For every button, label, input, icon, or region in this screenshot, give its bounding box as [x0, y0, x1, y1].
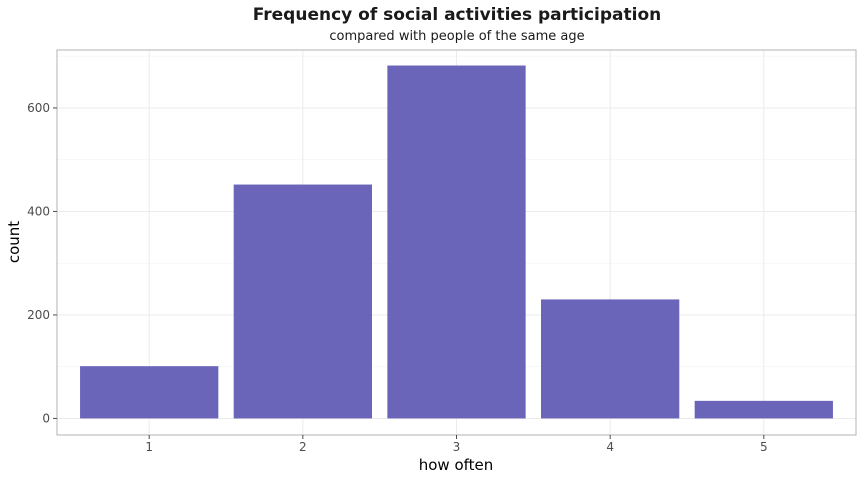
x-tick-label: 5	[760, 440, 768, 454]
y-tick-label: 0	[42, 411, 50, 425]
bar-3	[387, 66, 525, 419]
y-axis-ticks: 0 200 400 600	[27, 101, 57, 425]
chart-subtitle: compared with people of the same age	[329, 29, 584, 44]
y-tick-label: 400	[27, 204, 50, 218]
y-axis-label: count	[5, 221, 23, 263]
x-tick-label: 2	[299, 440, 307, 454]
x-tick-label: 1	[145, 440, 153, 454]
bar-1	[80, 366, 218, 418]
y-tick-label: 200	[27, 308, 50, 322]
bars	[80, 66, 833, 419]
y-tick-label: 600	[27, 101, 50, 115]
chart-title: Frequency of social activities participa…	[253, 5, 662, 25]
x-tick-label: 3	[453, 440, 461, 454]
x-axis-ticks: 1 2 3 4 5	[145, 435, 767, 454]
bar-2	[234, 185, 372, 419]
bar-4	[541, 299, 679, 418]
x-axis-label: how often	[419, 456, 494, 474]
bar-5	[695, 401, 833, 419]
x-tick-label: 4	[606, 440, 614, 454]
